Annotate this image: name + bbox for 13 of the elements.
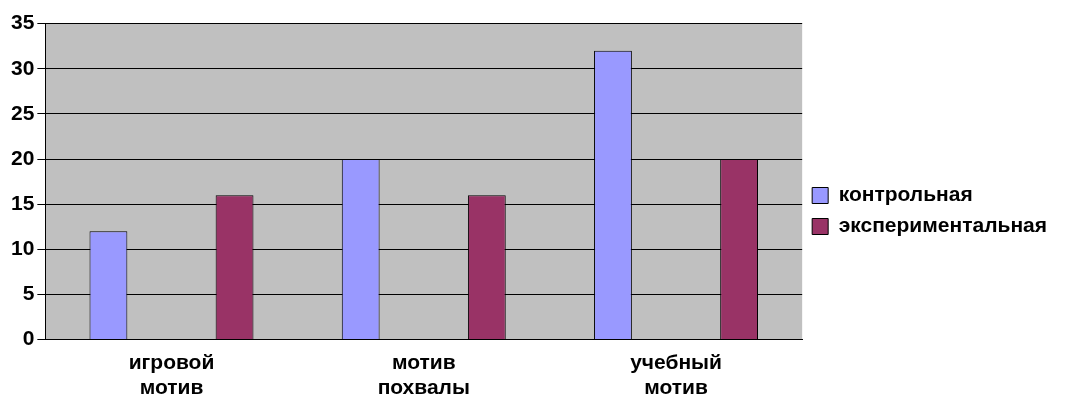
y-tick-label: 25	[11, 100, 35, 124]
legend-label: экспериментальная	[838, 213, 1047, 237]
y-tick-label: 20	[11, 145, 35, 169]
x-tick-label: мотив похвалы	[377, 350, 470, 399]
x-tick-label: игровой мотив	[128, 350, 215, 399]
y-tick-label: 15	[11, 190, 35, 214]
y-tick-label: 10	[11, 236, 35, 260]
x-tick-label: учебный мотив	[630, 350, 722, 399]
y-tick-label: 5	[22, 281, 35, 305]
y-tick-label: 0	[22, 326, 35, 350]
legend-label: контрольная	[838, 182, 973, 206]
y-tick-label: 35	[11, 10, 35, 34]
y-tick-label: 30	[11, 55, 35, 79]
